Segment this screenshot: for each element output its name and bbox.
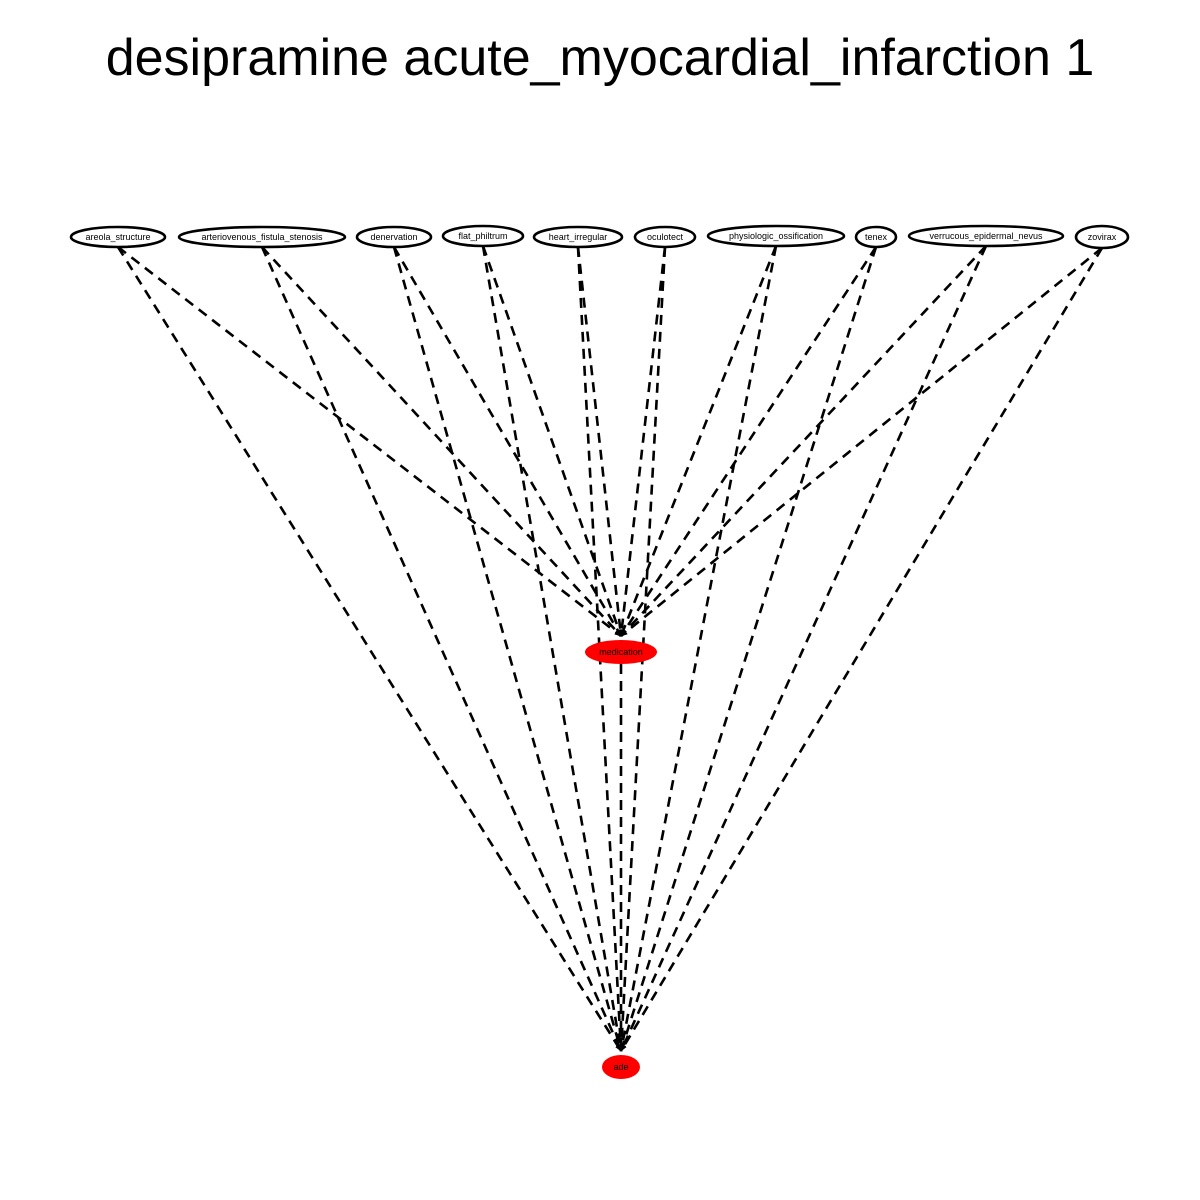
edge-verrucous_epidermal_nevus-to-medication (620, 245, 987, 637)
edge-denervation-to-medication (392, 246, 623, 637)
node-areola_structure: areola_structure (69, 225, 167, 249)
edge-heart_irregular-to-medication (576, 246, 624, 637)
edge-physiologic_ossification-to-medication (619, 245, 778, 637)
node-label-arteriovenous_fistula_stenosis: arteriovenous_fistula_stenosis (201, 232, 323, 242)
edge-denervation-to-ade (392, 246, 623, 1052)
node-shape-denervation (355, 225, 433, 249)
edge-verrucous_epidermal_nevus-to-ade (619, 245, 988, 1052)
node-label-denervation: denervation (370, 232, 417, 242)
graph-title: desipramine acute_myocardial_infarction … (105, 29, 1095, 87)
node-label-areola_structure: areola_structure (85, 232, 150, 242)
node-label-physiologic_ossification: physiologic_ossification (729, 231, 823, 241)
edge-areola_structure-to-medication (117, 245, 622, 638)
edge-flat_philtrum-to-ade (481, 245, 623, 1052)
edges (116, 245, 1104, 1052)
node-zovirax: zovirax (1074, 224, 1130, 250)
node-shape-arteriovenous_fistula_stenosis (177, 225, 347, 249)
node-shape-oculotect (633, 225, 697, 249)
node-label-verrucous_epidermal_nevus: verrucous_epidermal_nevus (929, 231, 1043, 241)
node-shape-medication (585, 640, 657, 664)
node-label-tenex: tenex (865, 232, 888, 242)
edge-physiologic_ossification-to-ade (619, 245, 778, 1052)
node-label-flat_philtrum: flat_philtrum (458, 231, 507, 241)
node-arteriovenous_fistula_stenosis: arteriovenous_fistula_stenosis (177, 225, 347, 249)
edge-oculotect-to-medication (618, 246, 667, 637)
node-shape-areola_structure (69, 225, 167, 249)
node-oculotect: oculotect (633, 225, 697, 249)
edge-tenex-to-medication (619, 246, 878, 637)
edge-areola_structure-to-ade (116, 246, 623, 1052)
node-shape-ade (602, 1055, 640, 1079)
node-shape-verrucous_epidermal_nevus (907, 224, 1065, 248)
node-label-ade: ade (613, 1062, 628, 1072)
edge-zovirax-to-medication (620, 246, 1103, 638)
node-heart_irregular: heart_irregular (532, 225, 624, 249)
node-shape-flat_philtrum (441, 224, 525, 248)
node-shape-heart_irregular (532, 225, 624, 249)
node-label-heart_irregular: heart_irregular (549, 232, 608, 242)
edge-heart_irregular-to-ade (576, 246, 624, 1052)
node-denervation: denervation (355, 225, 433, 249)
node-verrucous_epidermal_nevus: verrucous_epidermal_nevus (907, 224, 1065, 248)
edge-arteriovenous_fistula_stenosis-to-ade (260, 246, 623, 1052)
edge-arteriovenous_fistula_stenosis-to-medication (261, 246, 622, 637)
node-flat_philtrum: flat_philtrum (441, 224, 525, 248)
node-label-oculotect: oculotect (647, 232, 684, 242)
edge-oculotect-to-ade (618, 246, 667, 1052)
node-label-zovirax: zovirax (1088, 232, 1117, 242)
node-shape-physiologic_ossification (706, 224, 846, 248)
nodes: areola_structure arteriovenous_fistula_st… (69, 224, 1130, 1079)
edge-zovirax-to-ade (619, 247, 1104, 1052)
node-shape-zovirax (1074, 224, 1130, 250)
edge-flat_philtrum-to-medication (481, 245, 623, 637)
edge-tenex-to-ade (619, 246, 878, 1052)
node-medication: medication (585, 640, 657, 664)
node-tenex: tenex (854, 225, 898, 249)
node-label-medication: medication (599, 647, 643, 657)
node-physiologic_ossification: physiologic_ossification (706, 224, 846, 248)
node-shape-tenex (854, 225, 898, 249)
node-ade: ade (602, 1055, 640, 1079)
